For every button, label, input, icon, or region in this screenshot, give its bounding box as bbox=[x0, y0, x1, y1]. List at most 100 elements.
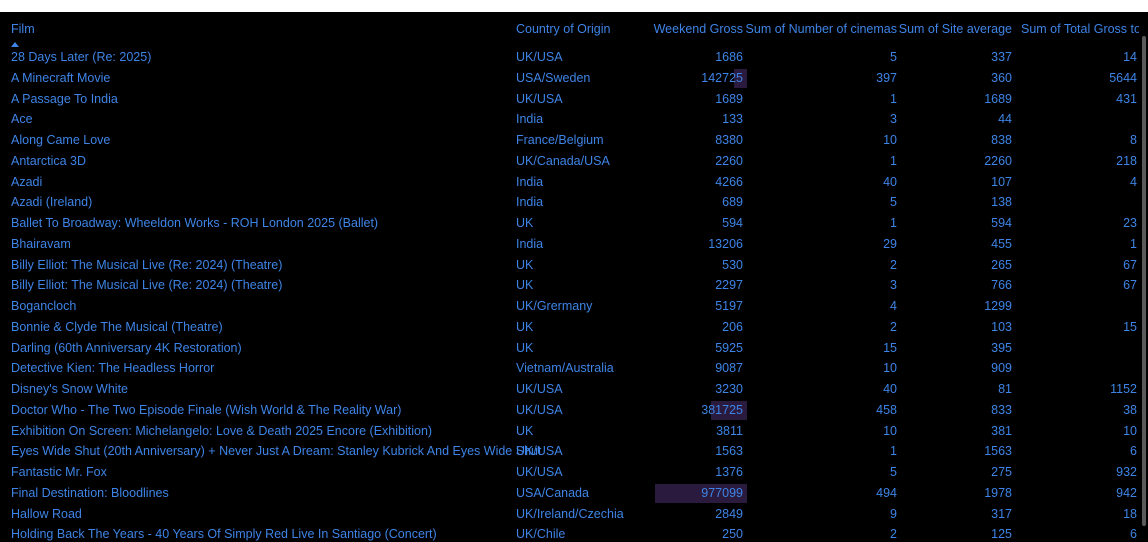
site-average-cell: 395 bbox=[991, 340, 1012, 355]
site-average-cell: 107 bbox=[991, 174, 1012, 189]
table-row[interactable]: Azadi India 4266 40 107 4 bbox=[0, 172, 1148, 193]
film-cell: Detective Kien: The Headless Horror bbox=[11, 361, 215, 376]
film-cell: Disney's Snow White bbox=[11, 382, 129, 396]
weekend-gross-cell: 142725 bbox=[701, 70, 743, 85]
table-row[interactable]: Billy Elliot: The Musical Live (Re: 2024… bbox=[0, 255, 1148, 276]
table-row[interactable]: Ace India 133 3 44 bbox=[0, 109, 1148, 130]
film-cell: Final Destination: Bloodlines bbox=[11, 485, 169, 500]
table-row[interactable]: Disney's Snow White UK/USA 3230 40 81 1152 bbox=[0, 379, 1148, 400]
film-cell: Antarctica 3D bbox=[11, 153, 87, 168]
table-row[interactable]: Bhairavam India 13206 29 455 1 bbox=[0, 234, 1148, 255]
site-average-cell: 1563 bbox=[984, 444, 1012, 459]
number-of-cinemas-cell: 3 bbox=[890, 112, 897, 127]
country-cell: UK/USA bbox=[516, 402, 563, 417]
weekend-gross-cell: 3230 bbox=[715, 382, 743, 396]
weekend-gross-cell: 977099 bbox=[701, 485, 743, 500]
film-cell: Darling (60th Anniversary 4K Restoration… bbox=[11, 340, 242, 355]
scrollbar-thumb[interactable] bbox=[1142, 36, 1146, 526]
number-of-cinemas-cell: 5 bbox=[890, 465, 897, 479]
site-average-cell: 909 bbox=[991, 361, 1012, 376]
country-cell: UK/USA bbox=[516, 444, 563, 459]
country-cell: UK bbox=[516, 423, 534, 438]
site-average-cell: 594 bbox=[991, 216, 1012, 230]
weekend-gross-cell: 1376 bbox=[715, 465, 743, 479]
column-header-number-of-cinemas[interactable]: Sum of Number of cinemas bbox=[745, 22, 897, 36]
column-header-country[interactable]: Country of Origin bbox=[516, 22, 611, 36]
film-cell: Eyes Wide Shut (20th Anniversary) + Neve… bbox=[11, 444, 542, 459]
table-row[interactable]: 28 Days Later (Re: 2025) UK/USA 1686 5 337 14 bbox=[0, 47, 1148, 68]
country-cell: UK/USA bbox=[516, 50, 563, 64]
weekend-gross-cell: 594 bbox=[722, 216, 743, 230]
weekend-gross-cell: 381725 bbox=[701, 402, 743, 417]
country-cell: UK/Grermany bbox=[516, 299, 593, 313]
column-header-weekend-gross[interactable]: Weekend Gross bbox=[653, 22, 743, 36]
table-row[interactable]: Final Destination: Bloodlines USA/Canada 9… bbox=[0, 483, 1148, 504]
table-row[interactable]: Antarctica 3D UK/Canada/USA 2260 1 2260 218 bbox=[0, 151, 1148, 172]
country-cell: India bbox=[516, 195, 544, 210]
table-row[interactable]: A Passage To India UK/USA 1689 1 1689 431 bbox=[0, 89, 1148, 110]
number-of-cinemas-cell: 1 bbox=[890, 153, 897, 168]
site-average-cell: 381 bbox=[991, 423, 1012, 438]
column-header-total-gross[interactable]: Sum of Total Gross to bbox=[1021, 22, 1141, 36]
country-cell: UK/Canada/USA bbox=[516, 153, 610, 168]
site-average-cell: 138 bbox=[991, 195, 1012, 210]
country-cell: USA/Canada bbox=[516, 485, 589, 500]
total-gross-cell: 942 bbox=[1116, 485, 1137, 500]
sort-ascending-icon[interactable] bbox=[11, 42, 19, 47]
weekend-gross-cell: 1563 bbox=[715, 444, 743, 459]
table-row[interactable]: Fantastic Mr. Fox UK/USA 1376 5 275 932 bbox=[0, 462, 1148, 483]
table-row[interactable]: Detective Kien: The Headless Horror Vietn… bbox=[0, 358, 1148, 379]
gross-data-bar bbox=[711, 400, 747, 420]
number-of-cinemas-cell: 2 bbox=[890, 257, 897, 272]
table-row[interactable]: Exhibition On Screen: Michelangelo: Love… bbox=[0, 421, 1148, 442]
table-row[interactable]: Holding Back The Years - 40 Years Of Sim… bbox=[0, 524, 1148, 542]
country-cell: Vietnam/Australia bbox=[516, 361, 614, 376]
site-average-cell: 265 bbox=[991, 257, 1012, 272]
site-average-cell: 125 bbox=[991, 527, 1012, 542]
country-cell: UK/USA bbox=[516, 91, 563, 106]
table-row[interactable]: Ballet To Broadway: Wheeldon Works - ROH… bbox=[0, 213, 1148, 234]
table-row[interactable]: Azadi (Ireland) India 689 5 138 bbox=[0, 192, 1148, 213]
table-row[interactable]: Darling (60th Anniversary 4K Restoration… bbox=[0, 338, 1148, 359]
total-gross-cell: 1 bbox=[1130, 236, 1137, 251]
number-of-cinemas-cell: 458 bbox=[876, 402, 897, 417]
table-row[interactable]: A Minecraft Movie USA/Sweden 142725 397 360 5… bbox=[0, 68, 1148, 89]
table-row[interactable]: Eyes Wide Shut (20th Anniversary) + Neve… bbox=[0, 441, 1148, 462]
site-average-cell: 360 bbox=[991, 70, 1012, 85]
weekend-gross-cell: 2849 bbox=[715, 506, 743, 521]
site-average-cell: 103 bbox=[991, 319, 1012, 334]
country-cell: France/Belgium bbox=[516, 133, 604, 147]
table-row[interactable]: Hallow Road UK/Ireland/Czechia 2849 9 317 18 bbox=[0, 504, 1148, 525]
total-gross-cell: 8 bbox=[1130, 133, 1137, 147]
film-cell: Bogancloch bbox=[11, 299, 77, 313]
film-cell: Azadi (Ireland) bbox=[11, 195, 93, 210]
column-header-film[interactable]: Film bbox=[11, 22, 35, 36]
country-cell: UK bbox=[516, 216, 534, 230]
weekend-gross-cell: 133 bbox=[722, 112, 743, 127]
weekend-gross-cell: 5925 bbox=[715, 340, 743, 355]
site-average-cell: 275 bbox=[991, 465, 1012, 479]
total-gross-cell: 67 bbox=[1123, 257, 1137, 272]
number-of-cinemas-cell: 10 bbox=[883, 423, 897, 438]
table-visual: Film Country of Origin Weekend Gross Sum… bbox=[0, 12, 1148, 542]
site-average-cell: 1978 bbox=[984, 485, 1012, 500]
total-gross-cell: 6 bbox=[1130, 527, 1137, 542]
country-cell: UK/Chile bbox=[516, 527, 566, 542]
weekend-gross-cell: 9087 bbox=[715, 361, 743, 376]
column-header-site-average[interactable]: Sum of Site average bbox=[898, 22, 1012, 36]
number-of-cinemas-cell: 2 bbox=[890, 319, 897, 334]
film-cell: Exhibition On Screen: Michelangelo: Love… bbox=[11, 423, 433, 438]
number-of-cinemas-cell: 1 bbox=[890, 216, 897, 230]
table-row[interactable]: Along Came Love France/Belgium 8380 10 838 8 bbox=[0, 130, 1148, 151]
country-cell: India bbox=[516, 174, 544, 189]
table-row[interactable]: Billy Elliot: The Musical Live (Re: 2024… bbox=[0, 275, 1148, 296]
total-gross-cell: 218 bbox=[1116, 153, 1137, 168]
vertical-scrollbar[interactable] bbox=[1139, 12, 1148, 542]
total-gross-cell: 38 bbox=[1123, 402, 1137, 417]
table-row[interactable]: Bogancloch UK/Grermany 5197 4 1299 bbox=[0, 296, 1148, 317]
site-average-cell: 766 bbox=[991, 278, 1012, 293]
total-gross-cell: 14 bbox=[1123, 50, 1137, 64]
number-of-cinemas-cell: 5 bbox=[890, 195, 897, 210]
table-row[interactable]: Doctor Who - The Two Episode Finale (Wis… bbox=[0, 400, 1148, 421]
table-row[interactable]: Bonnie & Clyde The Musical (Theatre) UK 20… bbox=[0, 317, 1148, 338]
